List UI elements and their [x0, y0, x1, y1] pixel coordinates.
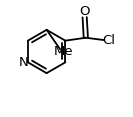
- Text: N: N: [18, 56, 28, 69]
- Text: Cl: Cl: [102, 34, 115, 47]
- Text: O: O: [79, 5, 90, 18]
- Text: Me: Me: [54, 45, 74, 58]
